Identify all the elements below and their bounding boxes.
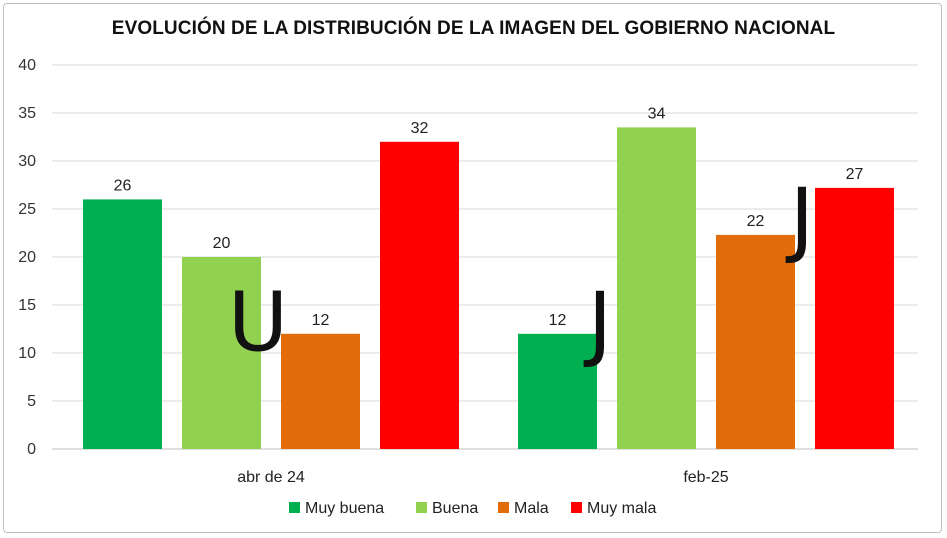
y-tick-label: 15 <box>18 297 36 314</box>
annotation-letter: J <box>583 276 612 371</box>
bar <box>281 333 360 449</box>
y-tick-label: 10 <box>18 345 36 362</box>
bar <box>815 187 894 449</box>
annotation-letter: U <box>228 276 288 371</box>
legend-label: Mala <box>514 500 549 517</box>
bar <box>518 333 597 449</box>
data-label: 34 <box>648 105 666 122</box>
data-label: 12 <box>312 312 330 329</box>
y-tick-label: 0 <box>27 441 36 458</box>
x-category-label: feb-25 <box>683 469 728 486</box>
bar <box>83 199 162 449</box>
x-category-label: abr de 24 <box>237 469 305 486</box>
data-label: 32 <box>411 120 429 137</box>
data-label: 27 <box>846 166 864 183</box>
y-tick-label: 25 <box>18 201 36 218</box>
bar <box>617 127 696 450</box>
bar <box>182 257 261 449</box>
bar <box>380 141 459 450</box>
data-label: 26 <box>114 177 132 194</box>
annotation-letter: J <box>785 171 814 266</box>
y-tick-label: 30 <box>18 153 36 170</box>
data-label: 12 <box>549 312 567 329</box>
legend-label: Muy mala <box>587 500 656 517</box>
y-tick-label: 5 <box>27 393 36 410</box>
y-tick-label: 40 <box>18 57 36 74</box>
data-label: 20 <box>213 235 231 252</box>
legend-swatch <box>571 502 582 513</box>
data-label: 22 <box>747 213 765 230</box>
y-tick-label: 20 <box>18 249 36 266</box>
legend-swatch <box>289 502 300 513</box>
chart-title: EVOLUCIÓN DE LA DISTRIBUCIÓN DE LA IMAGE… <box>111 18 836 39</box>
y-tick-label: 35 <box>18 105 36 122</box>
legend-label: Muy buena <box>305 500 384 517</box>
bar <box>716 234 795 449</box>
legend-swatch <box>498 502 509 513</box>
legend-swatch <box>416 502 427 513</box>
legend-label: Buena <box>432 500 478 517</box>
